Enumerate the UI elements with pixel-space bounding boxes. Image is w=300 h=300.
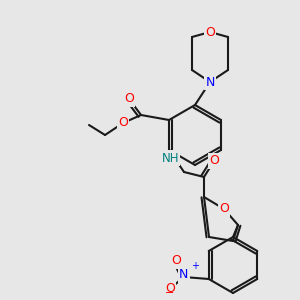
Text: +: + (191, 261, 199, 271)
Text: O: O (118, 116, 128, 130)
Text: O: O (209, 154, 219, 167)
Text: N: N (205, 76, 215, 88)
Text: N: N (179, 268, 188, 281)
Text: O: O (165, 283, 175, 296)
Text: O: O (219, 202, 229, 215)
Text: −: − (165, 288, 174, 298)
Text: O: O (124, 92, 134, 106)
Text: O: O (205, 26, 215, 38)
Text: NH: NH (162, 152, 179, 164)
Text: O: O (171, 254, 181, 268)
